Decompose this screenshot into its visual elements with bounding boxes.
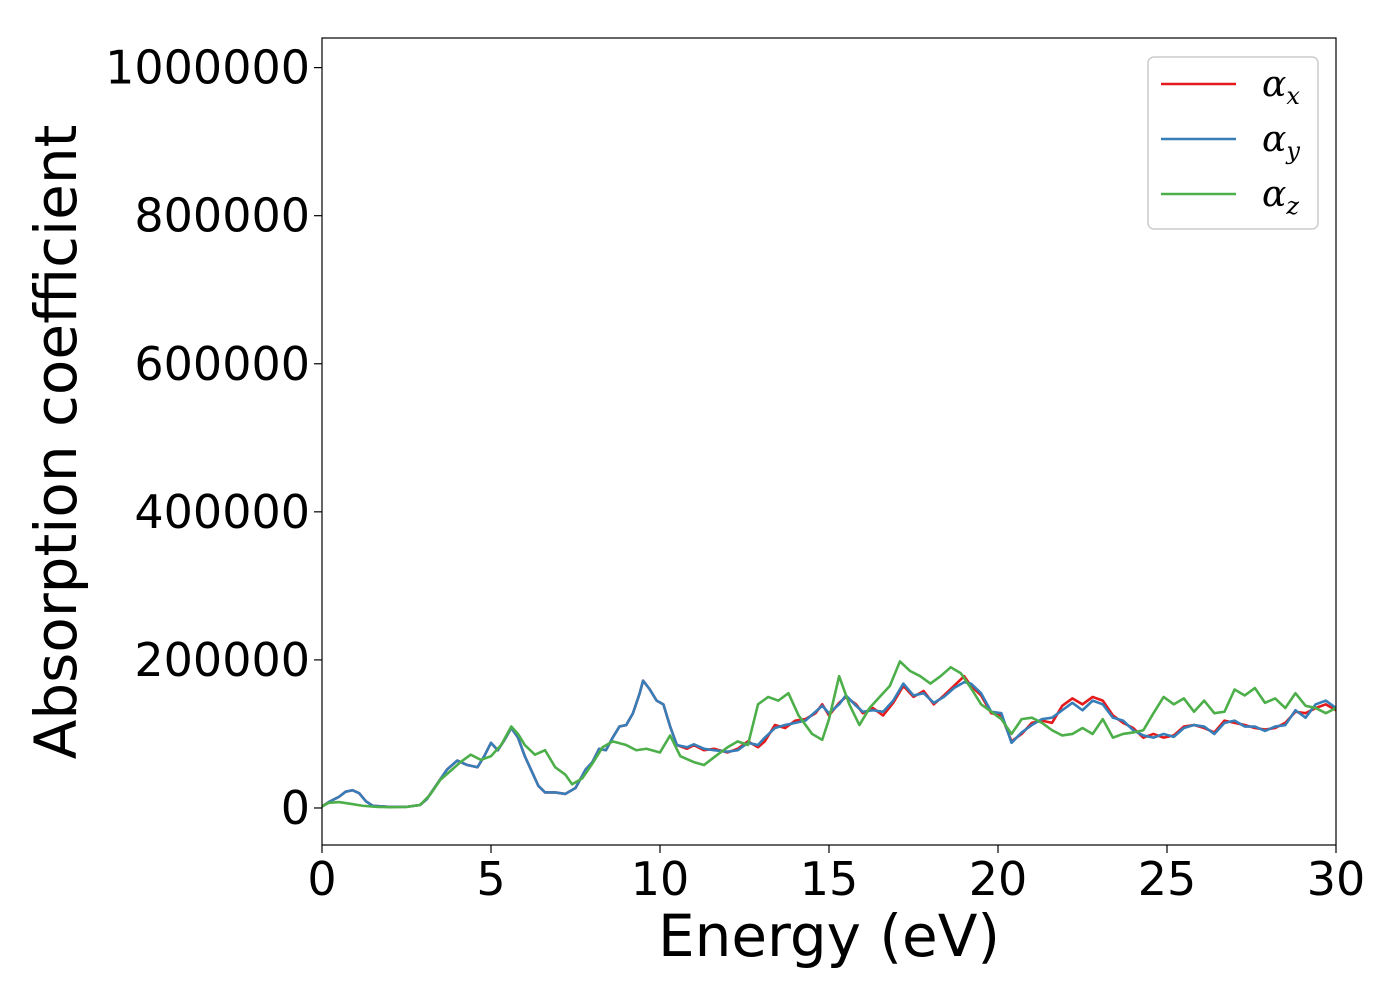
legend-subscript: y [1285,137,1300,165]
y-axis-ticks: 0 200000 400000 600000 800000 1000000 [105,41,322,835]
x-tick-label: 10 [631,852,690,906]
y-tick-label: 800000 [134,189,310,243]
y-tick-label: 200000 [134,633,310,687]
series-line-y [322,679,1336,809]
series-line-x [322,674,1336,809]
legend-label-z: αz [1262,174,1299,220]
legend-symbol: α [1262,119,1286,160]
x-tick-label: 5 [476,852,505,906]
x-tick-label: 25 [1138,852,1197,906]
y-tick-label: 600000 [134,337,310,391]
x-axis-ticks: 0 5 10 15 20 25 30 [307,845,1365,906]
x-tick-label: 0 [307,852,336,906]
y-tick-label: 0 [281,781,310,835]
series-line-z [322,660,1336,809]
x-tick-label: 15 [800,852,859,906]
legend-subscript: z [1285,192,1299,220]
x-tick-label: 20 [969,852,1028,906]
legend-subscript: x [1286,82,1300,110]
legend-label-y: αy [1262,119,1300,165]
y-tick-label: 1000000 [105,41,310,95]
legend-box [1147,56,1319,230]
series-layer [322,660,1336,809]
y-tick-label: 400000 [134,485,310,539]
x-tick-label: 30 [1307,852,1366,906]
legend-label-x: αx [1262,64,1300,110]
x-axis-title: Energy (eV) [658,902,1000,970]
legend-symbol: α [1262,174,1286,215]
y-axis-title: Absorption coefficient [22,125,90,760]
legend-symbol: α [1262,64,1286,105]
